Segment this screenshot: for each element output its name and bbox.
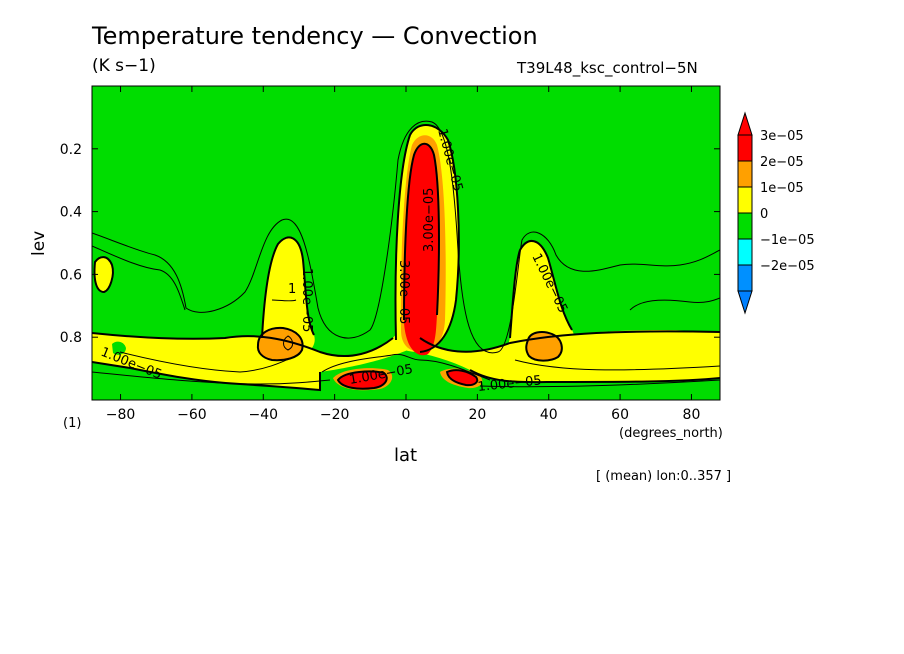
- contour-line: [256, 326, 304, 362]
- x-tick-label: −60: [177, 407, 207, 423]
- contour-line: [92, 245, 186, 311]
- y-axis-unit: (1): [63, 416, 82, 431]
- colorbar-swatch: [737, 186, 753, 214]
- contour-line: [514, 359, 720, 371]
- contour-line: [469, 369, 720, 384]
- colorbar-bottom-arrow: [737, 290, 753, 315]
- colorbar-label: 3e−05: [760, 129, 804, 144]
- y-axis-label: lev: [29, 230, 49, 256]
- band-3e-05-tower: [404, 143, 439, 356]
- contour-line: [445, 369, 479, 387]
- contour-line: [394, 124, 460, 353]
- colorbar-label: 0: [760, 207, 768, 222]
- x-tick-label: −20: [320, 407, 350, 423]
- colorbar-label: 2e−05: [760, 155, 804, 170]
- x-axis-label: lat: [394, 445, 418, 466]
- colorbar: 3e−05 2e−05 1e−05 0 −1e−05 −2e−05: [737, 111, 815, 315]
- contour-line: [271, 299, 297, 302]
- y-axis: 0.2 0.4 0.6 0.8: [60, 142, 720, 346]
- x-tick-label: −80: [106, 407, 136, 423]
- contour-label: 1.00e−05: [477, 373, 543, 395]
- contour-line: [93, 256, 114, 294]
- contour-line: [321, 353, 491, 381]
- colorbar-label: −2e−05: [760, 259, 815, 274]
- filled-contours: 1.00e−05 1.00e−05 1.00e−05 1.00e−05 1.00…: [92, 120, 720, 395]
- colorbar-label: −1e−05: [760, 233, 815, 248]
- contour-line: [629, 297, 720, 311]
- colorbar-label: 1e−05: [760, 181, 804, 196]
- contour-line: [92, 120, 720, 354]
- mean-note: [ (mean) lon:0..357 ]: [596, 469, 732, 484]
- band-2e-05-south: [257, 327, 303, 361]
- band-0-hole: [112, 341, 126, 355]
- contour-label: 1.00e−05: [299, 268, 314, 332]
- contour-line: [419, 330, 720, 353]
- colorbar-swatch: [737, 238, 753, 266]
- run-name: T39L48_ksc_control−5N: [517, 59, 698, 77]
- y-tick-label: 0.8: [60, 330, 82, 346]
- x-axis-unit: (degrees_north): [619, 426, 723, 441]
- colorbar-swatch: [737, 134, 753, 162]
- x-tick-label: 40: [540, 407, 558, 423]
- colorbar-swatch: [737, 160, 753, 188]
- x-tick-label: 80: [683, 407, 701, 423]
- x-tick-label: −40: [248, 407, 278, 423]
- x-tick-label: 60: [611, 407, 629, 423]
- band-1e-05-north-lobe: [508, 240, 575, 360]
- x-tick-label: 20: [468, 407, 486, 423]
- colorbar-swatch: [737, 212, 753, 240]
- y-tick-label: 0.4: [60, 205, 82, 221]
- contour-line: [525, 331, 563, 362]
- contour-line: [336, 370, 388, 390]
- y-tick-label: 0.2: [60, 142, 82, 158]
- contour-label: 3.00e−05: [422, 188, 437, 252]
- band-1e-05-farsouth: [94, 257, 113, 292]
- contour-line: [403, 142, 440, 321]
- labeled-contours: [92, 124, 720, 392]
- contour-line: [92, 361, 321, 392]
- contour-label: 3.00e−05: [396, 260, 411, 324]
- colorbar-swatch: [737, 264, 753, 292]
- contour-line: [509, 240, 573, 339]
- chart-units: (K s−1): [92, 56, 156, 76]
- x-axis: −80 −60 −40 −20 0 20 40 60 80: [106, 86, 701, 423]
- colorbar-top-arrow: [737, 111, 753, 136]
- y-tick-label: 0.6: [60, 267, 82, 283]
- band-3e-05-low-south: [338, 371, 387, 389]
- contour-line: [479, 379, 720, 388]
- x-tick-label: 0: [402, 407, 411, 423]
- contour-label: 1: [288, 282, 296, 297]
- contour-line: [261, 236, 315, 339]
- chart-title: Temperature tendency — Convection: [92, 22, 538, 50]
